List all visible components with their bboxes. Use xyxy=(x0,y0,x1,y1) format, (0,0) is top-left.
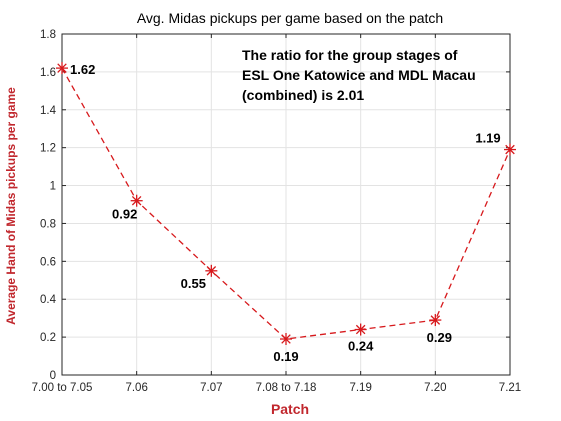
axis-ticks: 0 0.2 0.4 0.6 0.8 1 1.2 1.4 1.6 1.8 7.00 to 7.05 7.… xyxy=(32,29,522,394)
y-tick-label: 1 xyxy=(50,181,56,193)
data-point xyxy=(205,264,218,277)
x-tick-label: 7.07 xyxy=(200,382,222,394)
y-axis-label: Average Hand of Midas pickups per game xyxy=(4,87,18,325)
x-tick-label: 7.00 to 7.05 xyxy=(32,382,93,394)
annotation-line-2: ESL One Katowice and MDL Macau xyxy=(242,67,476,83)
series xyxy=(56,62,516,346)
annotation-line-3: (combined) is 2.01 xyxy=(242,87,364,103)
data-label: 0.24 xyxy=(348,339,374,354)
y-tick-label: 1.6 xyxy=(40,67,56,79)
y-tick-label: 0.8 xyxy=(40,218,56,230)
y-tick-label: 0 xyxy=(50,370,56,382)
x-tick-label: 7.19 xyxy=(349,382,371,394)
x-tick-label: 7.21 xyxy=(499,382,521,394)
chart-title: Avg. Midas pickups per game based on the… xyxy=(137,10,443,26)
data-label: 0.55 xyxy=(181,276,206,291)
data-point xyxy=(354,323,367,336)
y-tick-label: 0.6 xyxy=(40,256,56,268)
y-tick-label: 1.8 xyxy=(40,29,56,41)
data-label: 0.19 xyxy=(273,349,298,364)
data-label: 1.62 xyxy=(70,62,95,77)
data-labels: 1.62 0.92 0.55 0.19 0.24 0.29 1.19 xyxy=(70,62,501,364)
data-point xyxy=(56,62,68,75)
x-tick-label: 7.06 xyxy=(125,382,147,394)
x-tick-label: 7.20 xyxy=(424,382,446,394)
y-tick-label: 1.4 xyxy=(40,105,57,117)
annotation-line-1: The ratio for the group stages of xyxy=(242,47,458,63)
y-tick-label: 0.4 xyxy=(40,294,57,306)
x-axis-label: Patch xyxy=(271,401,309,417)
data-point xyxy=(429,314,442,327)
data-point xyxy=(504,143,516,156)
data-point xyxy=(280,333,292,346)
x-tick-label: 7.08 to 7.18 xyxy=(256,382,317,394)
y-tick-label: 0.2 xyxy=(40,332,56,344)
data-label: 0.92 xyxy=(112,207,137,222)
data-point xyxy=(130,194,143,207)
data-label: 1.19 xyxy=(475,131,500,146)
grid xyxy=(61,33,511,376)
annotation: The ratio for the group stages of ESL On… xyxy=(242,47,476,103)
data-label: 0.29 xyxy=(427,330,452,345)
y-tick-label: 1.2 xyxy=(40,143,56,155)
